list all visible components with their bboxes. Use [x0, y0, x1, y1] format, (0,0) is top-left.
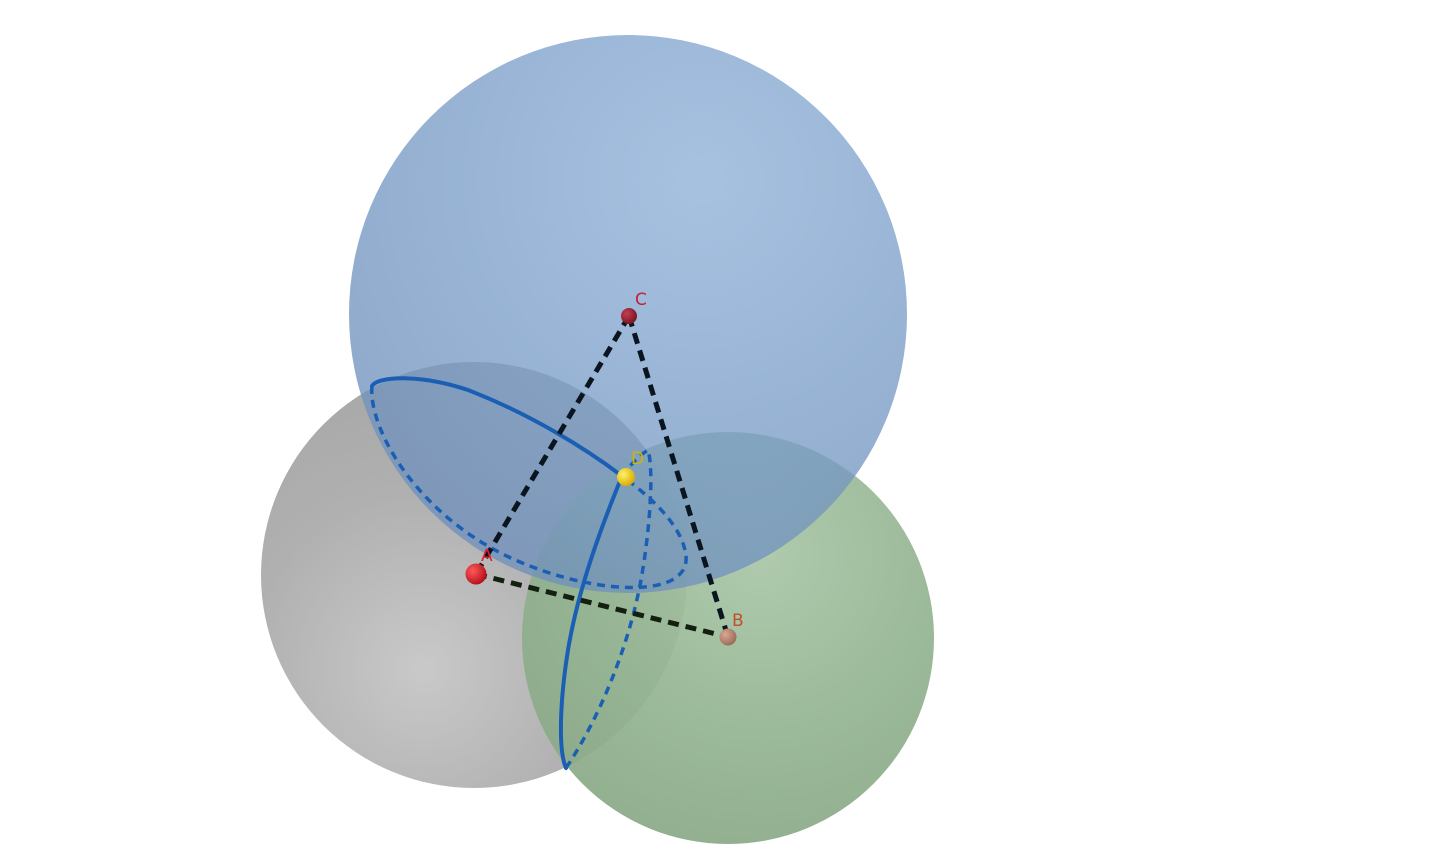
label-d: D — [631, 449, 644, 469]
circle-ab-front[interactable] — [558, 474, 624, 770]
label-b: B — [732, 611, 744, 631]
point-b[interactable] — [719, 628, 737, 646]
segment-ca[interactable] — [473, 314, 632, 576]
label-c: C — [635, 290, 647, 310]
label-a: A — [481, 546, 493, 566]
point-c[interactable] — [621, 308, 637, 324]
circle-ac-front[interactable] — [370, 376, 624, 478]
circle-ab-back — [564, 447, 653, 769]
point-a[interactable] — [465, 563, 487, 585]
segment-ab[interactable] — [475, 571, 729, 640]
segment-cb[interactable] — [626, 315, 731, 638]
point-d[interactable] — [617, 468, 635, 486]
